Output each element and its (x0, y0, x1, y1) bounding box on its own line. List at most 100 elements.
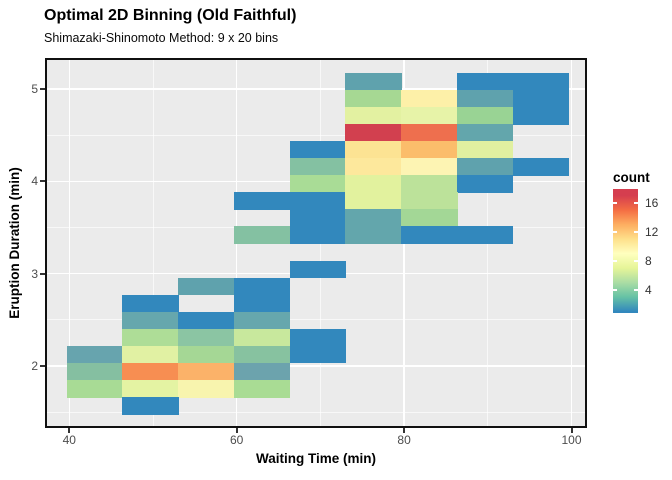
heatmap-tile (122, 362, 179, 381)
heatmap-tile (178, 379, 235, 398)
x-major-gridline (570, 58, 573, 428)
heatmap-tile (345, 141, 402, 159)
legend-tick-mark (613, 259, 617, 262)
x-major-gridline (68, 58, 71, 428)
y-minor-gridline (45, 319, 587, 321)
y-tick-label: 5 (31, 82, 38, 96)
heatmap-tile (66, 345, 123, 364)
heatmap-tile (401, 158, 458, 176)
heatmap-tile (456, 107, 514, 125)
x-tick-mark (570, 428, 573, 433)
heatmap-tile (345, 124, 402, 142)
x-tick-mark (235, 428, 238, 433)
legend-title: count (613, 170, 650, 185)
heatmap-tile (401, 192, 458, 210)
heatmap-tile (345, 226, 402, 245)
heatmap-tile (289, 226, 347, 245)
heatmap-tile (289, 328, 347, 347)
heatmap-tile (233, 277, 291, 296)
heatmap-tile (512, 90, 570, 108)
heatmap-tile (456, 124, 514, 142)
heatmap-tile (233, 362, 291, 381)
heatmap-tile (456, 141, 514, 159)
heatmap-tile (512, 107, 570, 125)
heatmap-tile (289, 192, 347, 210)
heatmap-tile (456, 90, 514, 108)
heatmap-tile (178, 362, 235, 381)
heatmap-tile (178, 345, 235, 364)
heatmap-tile (289, 141, 347, 159)
legend-tick-label: 4 (645, 282, 652, 297)
y-tick-mark (40, 180, 45, 183)
heatmap-tile (401, 141, 458, 159)
legend-tick-mark (634, 201, 638, 204)
legend-tick-mark (613, 230, 617, 233)
heatmap-tile (345, 209, 402, 228)
heatmap-tile (456, 73, 514, 91)
heatmap-tile (345, 107, 402, 125)
heatmap-tile (401, 90, 458, 108)
heatmap-tile (289, 260, 347, 279)
x-minor-gridline (152, 58, 154, 428)
x-tick-label: 40 (62, 433, 76, 447)
heatmap-tile (122, 328, 179, 347)
heatmap-tile (289, 209, 347, 228)
y-tick-label: 4 (31, 174, 38, 189)
y-major-gridline (45, 88, 587, 90)
plot-panel (45, 58, 587, 428)
y-major-gridline (45, 365, 587, 367)
heatmap-tile (345, 192, 402, 210)
heatmap-tile (289, 158, 347, 176)
heatmap-tile (233, 379, 291, 398)
heatmap-tile (122, 396, 179, 415)
y-tick-mark (40, 364, 45, 367)
heatmap-tile (66, 362, 123, 381)
heatmap-tile (289, 345, 347, 364)
heatmap-tile (233, 345, 291, 364)
heatmap-tile (401, 124, 458, 142)
legend-tick-label: 8 (645, 253, 652, 268)
y-tick-label: 2 (31, 358, 38, 373)
heatmap-tile (456, 175, 514, 193)
heatmap-tile (345, 158, 402, 176)
heatmap-tile (401, 107, 458, 125)
x-tick-label: 100 (561, 433, 582, 447)
legend-tick-mark (634, 230, 638, 233)
heatmap-tile (122, 379, 179, 398)
x-tick-label: 80 (397, 433, 411, 447)
legend-gradient-bar (613, 189, 638, 313)
legend-tick-mark (634, 259, 638, 262)
heatmap-tile (233, 294, 291, 313)
heatmap-tile (233, 311, 291, 330)
heatmap-tile (512, 73, 570, 91)
chart-subtitle: Shimazaki-Shinomoto Method: 9 x 20 bins (44, 31, 279, 45)
heatmap-tile (456, 158, 514, 176)
x-axis-title: Waiting Time (min) (256, 451, 376, 466)
heatmap-tile (122, 311, 179, 330)
heatmap-tile (401, 209, 458, 228)
heatmap-tile (66, 379, 123, 398)
legend-tick-mark (634, 288, 638, 291)
heatmap-tile (345, 73, 402, 91)
y-minor-gridline (45, 134, 587, 136)
heatmap-tile (233, 192, 291, 210)
heatmap-tile (345, 90, 402, 108)
y-tick-mark (40, 272, 45, 275)
legend-tick-label: 16 (645, 195, 659, 210)
heatmap-tile (178, 311, 235, 330)
heatmap-tile (233, 226, 291, 245)
heatmap-tile (401, 226, 458, 245)
heatmap-tile (233, 328, 291, 347)
y-tick-mark (40, 88, 45, 90)
y-minor-gridline (45, 411, 587, 413)
heatmap-tile (289, 175, 347, 193)
legend-tick-label: 12 (645, 224, 659, 239)
heatmap-tile (122, 345, 179, 364)
heatmap-tile (345, 175, 402, 193)
x-tick-mark (403, 428, 406, 433)
x-tick-label: 60 (230, 433, 244, 447)
heatmap-tile (401, 175, 458, 193)
x-tick-mark (68, 428, 71, 433)
chart-title: Optimal 2D Binning (Old Faithful) (44, 7, 297, 24)
